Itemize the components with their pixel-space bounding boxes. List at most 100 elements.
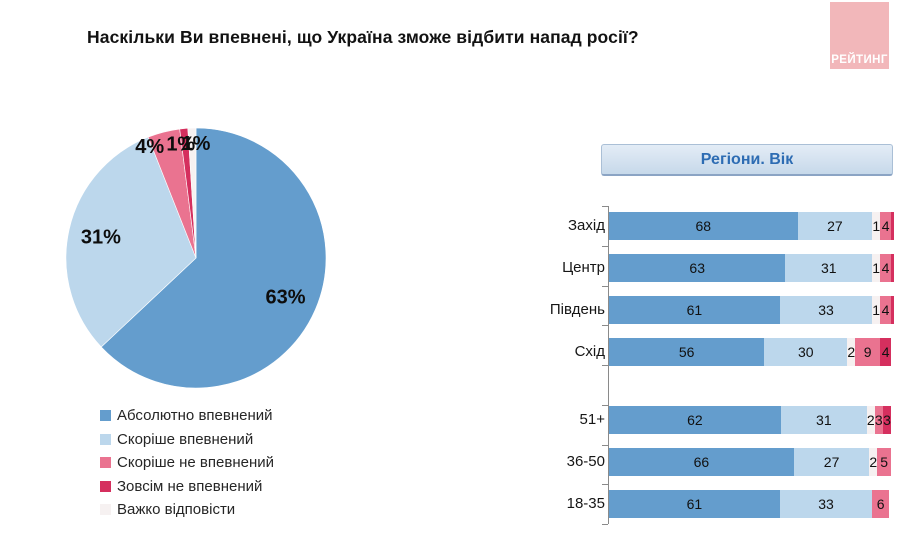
- legend-swatch-rather_not: [100, 457, 111, 469]
- pie-slice-absolutely: [100, 127, 327, 389]
- bar-row-51+: 62 31 2 3 3: [609, 406, 892, 434]
- bar-row-label: Схід: [574, 343, 605, 360]
- bar-segment-rather: 27: [793, 448, 870, 476]
- bar-segment-rather_not: 3: [874, 406, 883, 434]
- bar-segment-not_at_all: 3: [882, 406, 892, 434]
- bar-segment-hard: 1: [872, 254, 880, 282]
- bar-segment-absolutely: 63: [609, 254, 786, 282]
- bar-segment-value: 5: [880, 454, 889, 470]
- bar-segment-value: 3: [883, 412, 891, 428]
- bar-segment-value: 2: [866, 412, 875, 428]
- legend-swatch-absolutely: [100, 410, 111, 422]
- bar-segment-hard: 1: [872, 212, 881, 240]
- legend-swatch-rather: [100, 433, 111, 445]
- legend-item-absolutely: Абсолютно впевнений: [100, 404, 274, 428]
- bar-row-Захід: 68 27 1 4: [609, 212, 894, 240]
- pie-label-rather: 31%: [81, 227, 121, 249]
- bar-segment-value: 2: [869, 454, 878, 470]
- bar-segment-absolutely: 62: [609, 406, 781, 434]
- pie-slice-hard: [187, 127, 197, 259]
- bar-segment-value: 9: [863, 344, 872, 360]
- bar-segment-value: 4: [881, 260, 890, 276]
- bar-segment-value: 68: [695, 218, 712, 234]
- bar-segment-value: 1: [872, 218, 881, 234]
- legend-swatch-hard: [100, 504, 111, 516]
- bar-row-label: 51+: [579, 411, 605, 428]
- bar-row-Центр: 63 31 1 4: [609, 254, 894, 282]
- legend-label: Абсолютно впевнений: [117, 407, 273, 425]
- bar-segment-not_at_all: 4: [880, 338, 892, 366]
- axis-tick: [602, 245, 608, 247]
- bar-segment-value: 56: [678, 344, 695, 360]
- stacked-bar-chart: Захід 68 27 1 4 Центр 63 31 1 4 Південь 61 33 1 4 Схід 5…: [550, 206, 894, 530]
- bar-row-label: Захід: [568, 217, 605, 234]
- axis-tick: [602, 404, 608, 406]
- rating-logo: РЕЙТИНГ: [830, 2, 889, 69]
- bar-segment-value: 30: [798, 344, 814, 360]
- bar-chart-header: Регіони. Вік: [601, 144, 893, 176]
- bar-segment-value: 62: [687, 412, 703, 428]
- legend-label: Зовсім не впевнений: [117, 477, 263, 495]
- legend-item-rather_not: Скоріше не впевнений: [100, 451, 274, 475]
- legend-item-rather: Скоріше впевнений: [100, 428, 274, 452]
- bar-segment-not_at_all: [891, 212, 894, 240]
- bar-segment-value: 4: [881, 344, 890, 360]
- bar-segment-value: 31: [821, 260, 837, 276]
- bar-row-label: Південь: [549, 301, 605, 318]
- legend-label: Важко відповісти: [117, 501, 236, 519]
- legend-label: Скоріше не впевнений: [117, 454, 274, 472]
- bar-segment-absolutely: 61: [609, 490, 780, 518]
- bar-segment-value: 66: [693, 454, 710, 470]
- bar-segment-value: 1: [872, 260, 880, 276]
- bar-segment-rather: 31: [780, 406, 867, 434]
- bar-segment-value: 4: [881, 218, 890, 234]
- bar-segment-value: 4: [881, 302, 890, 318]
- axis-tick: [602, 285, 608, 287]
- bar-segment-value: 3: [874, 412, 883, 428]
- bar-segment-value: 33: [818, 496, 834, 512]
- bar-segment-rather_not: 4: [880, 212, 892, 240]
- pie-chart: 63%31%4% 1%1%: [65, 127, 327, 389]
- bar-segment-rather: 33: [779, 490, 873, 518]
- axis-tick: [602, 524, 608, 525]
- bar-segment-value: 33: [818, 302, 834, 318]
- bar-segment-hard: 1: [872, 296, 880, 324]
- bar-segment-rather_not: 4: [879, 254, 892, 282]
- bar-segment-rather: 30: [764, 338, 848, 366]
- bar-segment-value: 1: [872, 302, 880, 318]
- bar-segment-value: 31: [816, 412, 832, 428]
- bar-chart-axis: [608, 206, 609, 524]
- bar-segment-hard: 2: [869, 448, 878, 476]
- bar-segment-absolutely: 61: [609, 296, 780, 324]
- axis-tick: [602, 365, 608, 366]
- legend-label: Скоріше впевнений: [117, 430, 254, 448]
- bar-row-18-35: 61 33 6: [609, 490, 889, 518]
- bar-segment-not_at_all: [891, 254, 894, 282]
- bar-segment-value: 2: [847, 344, 856, 360]
- pie-slice-rather: [65, 136, 197, 348]
- bar-segment-value: 27: [827, 218, 843, 234]
- bar-segment-absolutely: 68: [609, 212, 798, 240]
- rating-logo-text: РЕЙТИНГ: [831, 54, 888, 66]
- bar-row-Схід: 56 30 2 9 4: [609, 338, 892, 366]
- bar-segment-rather: 31: [785, 254, 873, 282]
- legend: Абсолютно впевнений Скоріше впевнений Скор…: [100, 404, 274, 522]
- bar-segment-absolutely: 66: [609, 448, 794, 476]
- bar-segment-absolutely: 56: [609, 338, 765, 366]
- bar-segment-rather_not: 6: [872, 490, 889, 518]
- bar-segment-hard: 2: [847, 338, 856, 366]
- bar-row-label: 18-35: [566, 495, 605, 512]
- bar-segment-value: 61: [686, 496, 703, 512]
- pie-label-rather_not: 4%: [135, 136, 164, 158]
- bar-segment-value: 6: [876, 496, 885, 512]
- legend-item-hard: Важко відповісти: [100, 498, 274, 522]
- axis-tick: [602, 444, 608, 446]
- axis-tick: [602, 206, 608, 207]
- pie-label-not_at_all: 1%: [166, 134, 195, 156]
- legend-item-not_at_all: Зовсім не впевнений: [100, 475, 274, 499]
- bar-segment-rather: 27: [797, 212, 873, 240]
- axis-tick: [602, 325, 608, 327]
- axis-tick: [602, 484, 608, 486]
- bar-segment-hard: 2: [866, 406, 875, 434]
